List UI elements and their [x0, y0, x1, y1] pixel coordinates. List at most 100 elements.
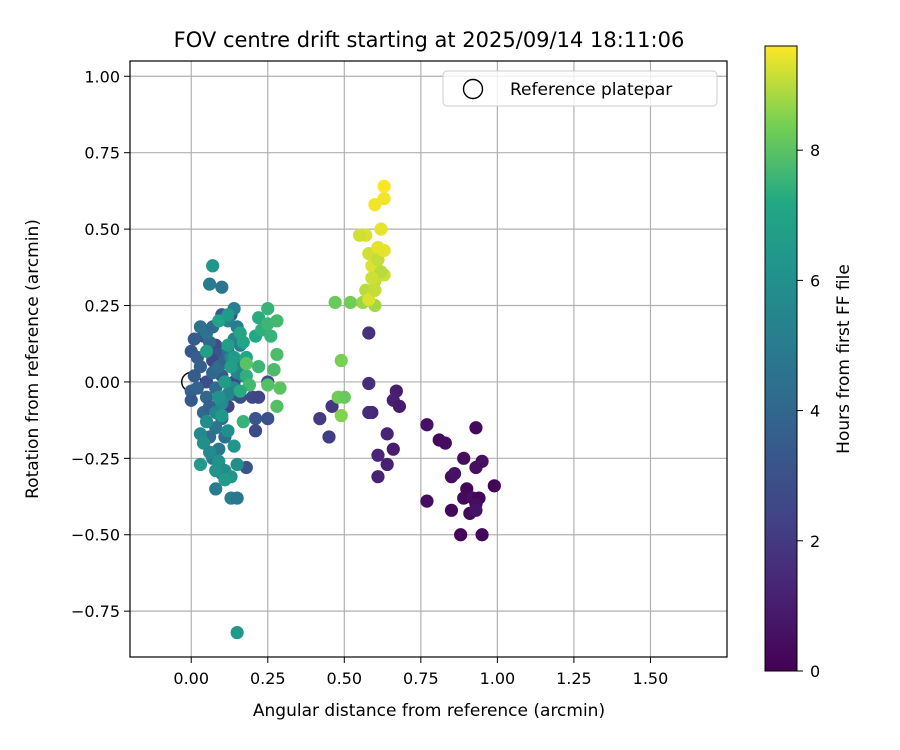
data-point — [368, 283, 382, 297]
data-point — [353, 228, 367, 242]
data-point — [322, 430, 336, 444]
data-point — [380, 457, 394, 472]
data-point — [199, 415, 214, 429]
data-point — [487, 479, 501, 493]
data-point — [230, 457, 244, 472]
y-axis: −0.75 −0.50 −0.25 0.00 0.25 0.50 0.75 1.00 — [71, 67, 130, 621]
data-point — [420, 418, 434, 432]
legend-label-reference: Reference platepar — [510, 80, 672, 100]
y-tick-label: 0.25 — [84, 297, 120, 316]
data-point — [343, 295, 358, 310]
colorbar-label: Hours from first FF file — [834, 264, 854, 454]
data-point — [457, 491, 471, 505]
y-tick-label: 1.00 — [84, 67, 120, 86]
colorbar-tick-label: 4 — [810, 402, 820, 421]
colorbar-tick-label: 2 — [810, 532, 820, 551]
colorbar-gradient — [765, 46, 797, 671]
data-point — [209, 482, 223, 496]
colorbar-tick-label: 6 — [810, 271, 820, 290]
data-point — [365, 271, 379, 285]
data-point — [221, 424, 235, 438]
data-point — [221, 308, 235, 322]
x-axis-label: Angular distance from reference (arcmin) — [253, 701, 605, 721]
data-point — [215, 280, 229, 294]
data-point — [230, 625, 244, 640]
y-tick-label: 0.00 — [84, 373, 120, 392]
data-point — [475, 528, 489, 542]
data-point — [239, 356, 253, 371]
data-point — [187, 332, 201, 346]
data-point — [469, 460, 483, 475]
y-tick-label: −0.75 — [71, 602, 120, 621]
data-point — [371, 448, 385, 462]
data-point — [392, 399, 407, 413]
x-tick-label: 1.25 — [556, 669, 592, 688]
data-point — [374, 222, 388, 236]
data-point — [190, 381, 204, 395]
data-points — [184, 179, 501, 640]
data-point — [267, 363, 281, 377]
y-tick-label: 0.50 — [84, 220, 120, 239]
x-tick-label: 1.00 — [480, 669, 516, 688]
colorbar-tick-label: 0 — [810, 662, 820, 681]
data-point — [212, 390, 226, 404]
data-point — [218, 375, 232, 389]
data-point — [362, 376, 376, 391]
data-point — [447, 467, 462, 481]
data-point — [313, 412, 327, 426]
data-point — [380, 427, 394, 441]
data-point — [227, 439, 241, 453]
data-point — [233, 384, 247, 398]
data-point — [469, 503, 483, 517]
data-point — [248, 412, 263, 426]
data-point — [377, 243, 391, 258]
data-point — [209, 463, 223, 478]
data-point — [454, 528, 468, 542]
x-tick-label: 0.00 — [173, 669, 209, 688]
x-axis: 0.00 0.25 0.50 0.75 1.00 1.25 1.50 — [173, 657, 668, 688]
data-point — [469, 421, 483, 435]
data-point — [270, 314, 284, 328]
data-point — [215, 408, 229, 423]
plot-area — [129, 60, 728, 658]
data-point — [371, 470, 385, 484]
data-point — [457, 451, 471, 465]
data-point — [261, 412, 275, 426]
data-point — [438, 436, 452, 450]
y-tick-label: −0.50 — [71, 526, 120, 545]
data-point — [377, 179, 391, 193]
data-point — [270, 399, 284, 413]
data-point — [261, 301, 275, 316]
data-point — [251, 390, 266, 404]
data-point — [444, 503, 459, 517]
data-point — [261, 378, 275, 392]
data-point — [377, 191, 391, 206]
data-point — [264, 329, 278, 343]
data-point — [187, 369, 201, 383]
colorbar-tick-label: 8 — [810, 141, 820, 160]
data-point — [230, 491, 244, 505]
data-point — [328, 295, 342, 310]
data-point — [193, 457, 208, 472]
data-point — [221, 338, 235, 352]
data-point — [203, 277, 217, 291]
x-tick-label: 1.50 — [633, 669, 669, 688]
data-point — [218, 473, 232, 487]
data-point — [420, 494, 434, 508]
data-point — [362, 326, 376, 340]
data-point — [199, 344, 214, 358]
data-point — [203, 445, 217, 459]
colorbar: 0 2 4 6 8 Hours from first FF file — [764, 45, 854, 681]
legend-marker-reference — [462, 78, 484, 100]
data-point — [334, 408, 348, 423]
data-point — [233, 326, 247, 340]
data-point — [337, 390, 351, 404]
x-tick-label: 0.50 — [326, 669, 362, 688]
y-tick-label: 0.75 — [84, 144, 120, 163]
legend-box — [442, 70, 718, 107]
data-point — [248, 424, 263, 438]
x-tick-label: 0.75 — [403, 669, 439, 688]
data-point — [386, 442, 400, 456]
legend: Reference platepar — [442, 70, 718, 107]
